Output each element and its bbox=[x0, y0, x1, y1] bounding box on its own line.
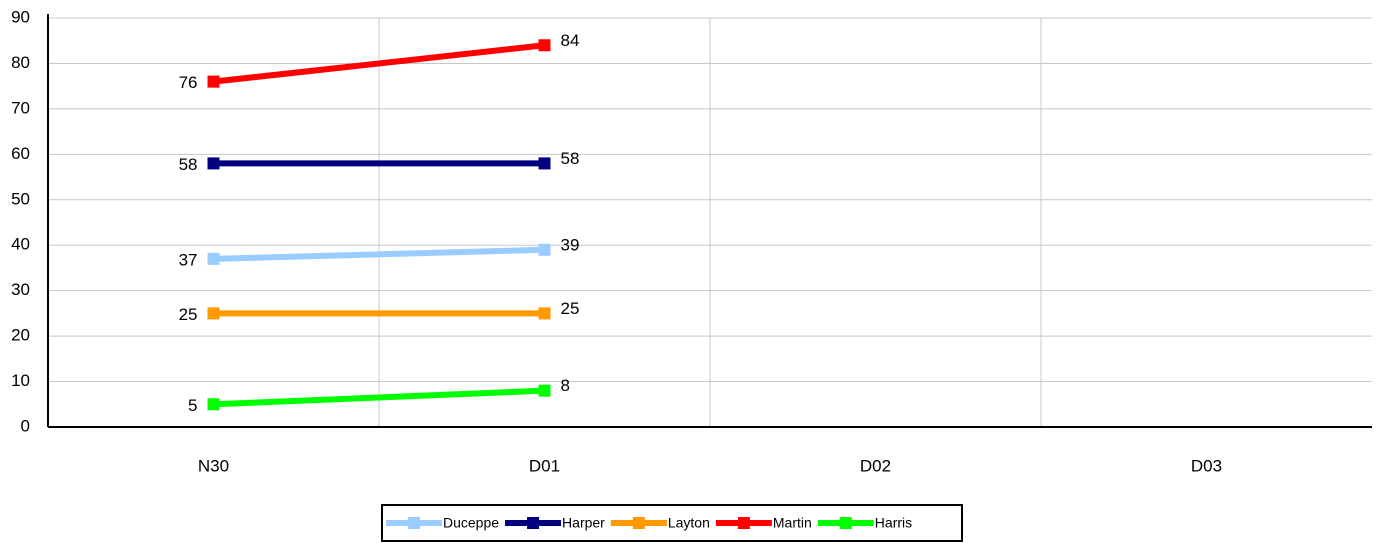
data-label: 37 bbox=[179, 250, 198, 269]
marker bbox=[207, 398, 220, 411]
x-tick-label: D03 bbox=[1191, 456, 1222, 475]
y-tick-label: 40 bbox=[11, 235, 30, 254]
data-label: 5 bbox=[188, 396, 197, 415]
data-label: 25 bbox=[179, 305, 198, 324]
legend-swatch-marker bbox=[737, 517, 750, 529]
legend-label: Layton bbox=[668, 515, 710, 531]
data-label: 39 bbox=[561, 235, 580, 254]
y-tick-label: 20 bbox=[11, 326, 30, 345]
y-tick-label: 30 bbox=[11, 280, 30, 299]
y-tick-label: 70 bbox=[11, 98, 30, 117]
x-tick-label: N30 bbox=[198, 456, 229, 475]
y-tick-label: 90 bbox=[11, 7, 30, 26]
legend-label: Harris bbox=[875, 515, 912, 531]
data-label: 76 bbox=[179, 73, 198, 92]
marker bbox=[538, 157, 551, 170]
y-tick-label: 80 bbox=[11, 53, 30, 72]
marker bbox=[207, 307, 220, 320]
marker bbox=[538, 384, 551, 397]
legend-swatch-marker bbox=[839, 517, 852, 529]
marker bbox=[538, 39, 551, 52]
marker bbox=[538, 243, 551, 256]
legend-swatch-marker bbox=[632, 517, 645, 529]
series-line bbox=[213, 246, 545, 262]
series-line bbox=[213, 42, 545, 85]
data-label: 58 bbox=[179, 155, 198, 174]
legend: Duceppe Harper Layton Martin Harris bbox=[381, 504, 963, 542]
y-tick-label: 60 bbox=[11, 144, 30, 163]
legend-label: Harper bbox=[562, 515, 605, 531]
data-label: 25 bbox=[561, 299, 580, 318]
data-label: 84 bbox=[561, 31, 580, 50]
legend-swatch-marker bbox=[527, 517, 540, 529]
x-tick-label: D01 bbox=[529, 456, 560, 475]
y-tick-label: 10 bbox=[11, 371, 30, 390]
data-label: 8 bbox=[561, 376, 570, 395]
marker bbox=[538, 307, 551, 320]
marker bbox=[207, 157, 220, 170]
y-tick-label: 50 bbox=[11, 189, 30, 208]
legend-label: Martin bbox=[773, 515, 812, 531]
series-line bbox=[213, 387, 545, 408]
legend-label: Duceppe bbox=[443, 515, 499, 531]
legend-swatch-marker bbox=[408, 517, 420, 529]
marker bbox=[207, 75, 220, 88]
marker bbox=[207, 252, 220, 265]
x-tick-label: D02 bbox=[860, 456, 891, 475]
data-label: 58 bbox=[561, 149, 580, 168]
y-tick-label: 0 bbox=[21, 416, 30, 435]
